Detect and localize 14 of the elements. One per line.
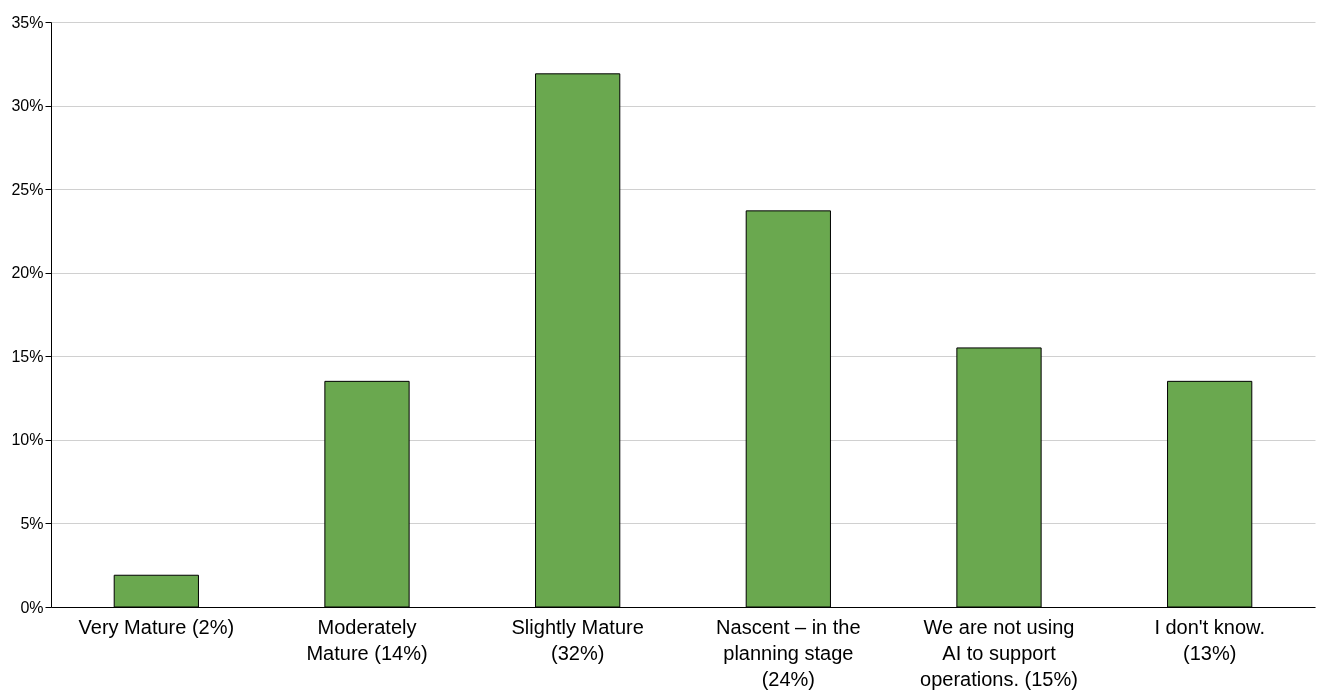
x-tick-label: I don't know. (13%) — [1154, 615, 1265, 664]
x-tick-label: Nascent – in the planning stage (24%) — [716, 615, 861, 690]
y-tick-label: 20% — [11, 264, 44, 282]
x-tick-label: Very Mature (2%) — [78, 615, 235, 638]
y-tick-label: 35% — [11, 13, 44, 31]
y-tick-label: 10% — [11, 431, 44, 449]
y-tick-label: 15% — [11, 347, 44, 365]
x-tick-label: Moderately Mature (14%) — [306, 615, 428, 664]
y-tick-label: 5% — [20, 514, 44, 532]
x-tick-label: We are not using AI to support operations. (15%) — [920, 615, 1078, 690]
y-tick-label: 25% — [11, 180, 44, 198]
y-tick-label: 0% — [20, 598, 44, 616]
y-tick-label: 30% — [11, 97, 44, 115]
x-tick-label: Slightly Mature (32%) — [511, 615, 644, 664]
